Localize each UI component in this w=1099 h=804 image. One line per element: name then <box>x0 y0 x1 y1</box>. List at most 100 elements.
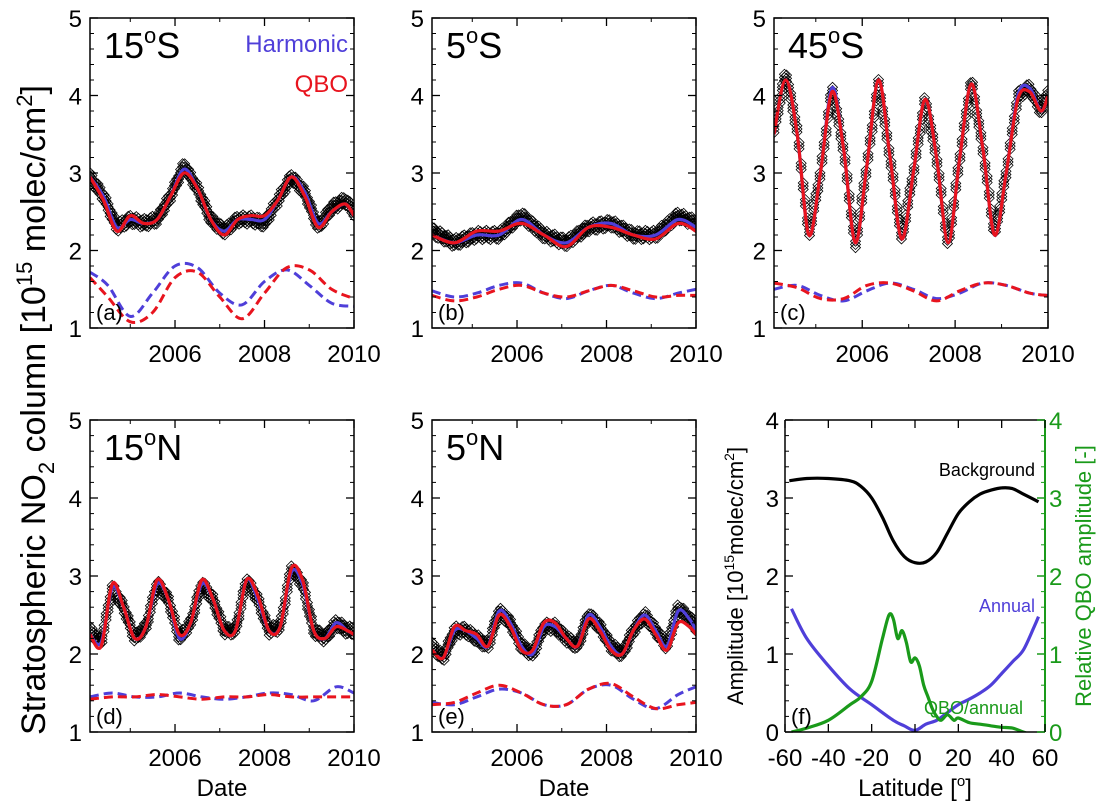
ytick-label: 3 <box>753 161 766 188</box>
observation-point <box>774 97 786 109</box>
qbo-dashed-line <box>90 264 354 324</box>
observation-point <box>785 93 797 106</box>
observation-point <box>432 224 438 236</box>
qbo-dashed-line <box>432 283 696 303</box>
observation-point <box>211 605 223 617</box>
panel-2: 1 2 3 4 5 2006 2008 2010 45oS (c) <box>753 6 1075 368</box>
observation-point <box>207 595 219 607</box>
observation-point <box>774 120 780 132</box>
axes-frame <box>431 17 697 329</box>
observation-point <box>579 621 591 633</box>
y2tick-label: 1 <box>1049 642 1062 669</box>
observation-point <box>295 183 307 195</box>
observations <box>432 206 696 253</box>
panel-letter: (a) <box>96 300 123 325</box>
ytick-label: 1 <box>766 642 779 669</box>
observation-point <box>173 176 185 188</box>
xtick-label: -60 <box>768 745 803 772</box>
observation-point <box>619 645 631 657</box>
qbo-dashed-line <box>90 693 354 701</box>
observation-point <box>872 73 885 86</box>
y2tick-label: 3 <box>1049 486 1062 513</box>
harmonic-dashed-line <box>432 281 696 301</box>
observation-point <box>962 92 974 105</box>
region-label: 5oN <box>446 425 504 468</box>
legend-qbo: QBO <box>295 71 348 98</box>
panel-letter: (b) <box>438 300 465 325</box>
observation-point <box>164 603 177 615</box>
observation-point <box>158 586 171 598</box>
observation-point <box>438 651 450 663</box>
panel-letter: (e) <box>438 704 465 729</box>
observation-point <box>432 221 438 233</box>
xtick-label: 0 <box>908 745 921 772</box>
observation-point <box>780 72 793 84</box>
observation-point <box>193 185 205 197</box>
observation-point <box>336 191 348 203</box>
observation-point <box>440 648 452 660</box>
ylabel-right: Relative QBO amplitude [-] <box>1071 445 1096 707</box>
observation-point <box>322 631 334 643</box>
observation-point <box>803 229 816 242</box>
panel-letter: (f) <box>791 704 812 729</box>
observation-point <box>868 105 880 117</box>
ytick-label: 3 <box>69 564 82 591</box>
xtick-label: -20 <box>854 745 889 772</box>
observation-point <box>872 77 885 89</box>
observation-point <box>621 642 633 654</box>
region-label: 15oS <box>104 23 180 66</box>
xlabel: Date <box>197 775 248 802</box>
observation-point <box>164 606 177 618</box>
observation-point <box>923 110 935 122</box>
observation-point <box>879 116 891 128</box>
observation-point <box>259 218 271 230</box>
ylabel-left: Amplitude [1015molec/cm2] <box>721 447 748 705</box>
xtick-label: 2006 <box>836 341 889 368</box>
observation-point <box>324 209 336 221</box>
xtick-label: 2006 <box>148 745 201 772</box>
observation-point <box>136 628 148 640</box>
plot-area <box>90 158 354 324</box>
y2tick-label: 0 <box>1049 720 1062 747</box>
observation-point <box>925 119 937 131</box>
xtick-label: 2008 <box>580 341 633 368</box>
observation-point <box>774 127 780 139</box>
ytick-label: 3 <box>69 161 82 188</box>
ytick-label: 1 <box>69 316 82 343</box>
xtick-label: 2008 <box>928 341 981 368</box>
observation-point <box>90 167 96 179</box>
observation-point <box>787 105 799 118</box>
observation-point <box>866 122 878 134</box>
xtick-label: 2008 <box>238 745 291 772</box>
observation-point <box>160 593 173 605</box>
annual-line <box>790 608 1040 732</box>
observation-point <box>866 126 878 138</box>
observation-point <box>833 116 845 128</box>
ytick-label: 5 <box>411 6 424 33</box>
y2tick-label: 2 <box>1049 564 1062 591</box>
harmonic-dashed-line <box>90 685 354 703</box>
ytick-label: 4 <box>69 84 82 111</box>
observation-point <box>774 123 780 135</box>
ytick-label: 3 <box>411 161 424 188</box>
observation-point <box>484 637 496 649</box>
observation-point <box>217 622 229 634</box>
observation-point <box>849 238 862 251</box>
qbo-annual-line <box>791 612 1028 732</box>
ytick-label: 4 <box>69 486 82 513</box>
qbo-solid-line <box>90 171 354 237</box>
ytick-label: 5 <box>69 6 82 33</box>
label-qbo-annual: QBO/annual <box>924 698 1023 718</box>
qbo-dashed-line <box>774 281 1048 303</box>
qbo-solid-line <box>774 78 1048 245</box>
ytick-label: 5 <box>753 6 766 33</box>
observation-point <box>966 79 979 92</box>
observation-point <box>269 619 281 631</box>
observation-point <box>442 642 454 654</box>
observation-point <box>90 170 96 182</box>
qbo-solid-line <box>90 563 354 650</box>
observation-point <box>237 592 249 604</box>
panel-3: 1 2 3 4 5 2006 2008 2010 15oN (d) Date <box>69 408 381 802</box>
observation-point <box>573 639 585 651</box>
ytick-label: 4 <box>411 486 424 513</box>
